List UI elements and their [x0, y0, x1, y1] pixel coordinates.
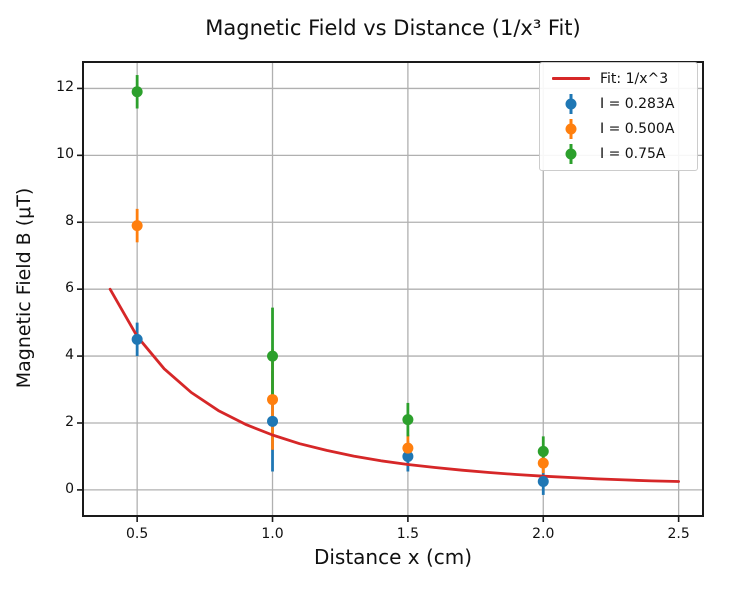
data-point — [402, 450, 414, 462]
errorbar-marker-swatch — [550, 143, 592, 165]
x-axis-label: Distance x (cm) — [313, 545, 473, 569]
data-point — [537, 445, 549, 457]
legend-entry-series-0: I = 0.283A — [540, 91, 697, 116]
x-tick-label: 0.5 — [126, 526, 149, 542]
legend-label-fit: Fit: 1/x^3 — [600, 70, 669, 87]
y-tick-label: 6 — [65, 280, 74, 297]
data-point — [131, 333, 143, 345]
errorbar-marker-swatch — [550, 118, 592, 140]
data-point — [402, 414, 414, 426]
data-point — [131, 86, 143, 98]
legend: Fit: 1/x^3 I = 0.283A I = 0.500A I = 0.7… — [539, 62, 698, 171]
x-tick-label: 1.0 — [261, 526, 284, 542]
y-tick-label: 8 — [65, 213, 74, 230]
x-tick-label: 1.5 — [396, 526, 420, 542]
data-point — [267, 415, 279, 427]
y-axis-label: Magnetic Field B (μT) — [13, 187, 35, 389]
errorbar-marker-swatch — [550, 93, 592, 115]
y-tick-label: 4 — [65, 347, 74, 364]
chart-title: Magnetic Field vs Distance (1/x³ Fit) — [205, 16, 581, 40]
x-tick-label: 2.0 — [532, 526, 555, 542]
data-point — [402, 442, 414, 454]
legend-label-series-0: I = 0.283A — [600, 95, 675, 112]
data-point — [537, 476, 549, 488]
data-point — [267, 350, 279, 362]
y-tick-label: 12 — [56, 79, 74, 96]
legend-label-series-2: I = 0.75A — [600, 145, 666, 162]
y-tick-label: 0 — [65, 480, 74, 497]
y-tick-label: 2 — [65, 413, 74, 430]
legend-entry-series-2: I = 0.75A — [540, 141, 697, 166]
fit-line-swatch — [550, 68, 592, 90]
data-point — [537, 457, 549, 469]
legend-entry-fit: Fit: 1/x^3 — [540, 66, 697, 91]
x-tick-label: 2.5 — [667, 526, 690, 542]
y-tick-label: 10 — [56, 146, 74, 163]
legend-label-series-1: I = 0.500A — [600, 120, 675, 137]
data-point — [267, 394, 279, 406]
fit-curve — [108, 287, 680, 483]
legend-entry-series-1: I = 0.500A — [540, 116, 697, 141]
data-point — [131, 220, 143, 232]
